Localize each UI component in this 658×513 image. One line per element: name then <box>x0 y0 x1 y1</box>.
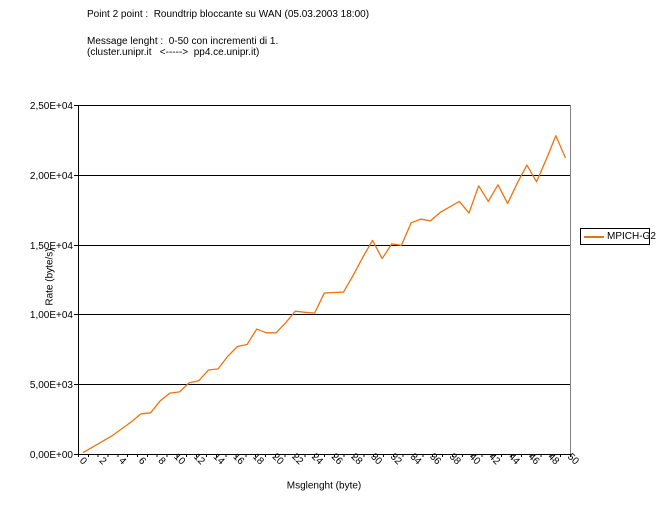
y-tick-label: 1,00E+04 <box>30 310 74 321</box>
y-axis-title: Rate (byte/s) <box>44 248 56 306</box>
y-tick-label: 1,50E+04 <box>30 241 74 252</box>
x-tick-label: 10 <box>171 451 187 467</box>
x-tick-label: 28 <box>349 451 365 467</box>
x-tick-label: 34 <box>408 451 424 467</box>
x-tick-label: 18 <box>250 451 266 467</box>
y-tick-label: 0,00E+00 <box>30 450 74 461</box>
y-tick-label: 2,00E+04 <box>30 171 74 182</box>
x-tick-label: 32 <box>388 451 404 467</box>
x-tick-label: 14 <box>211 451 227 467</box>
x-tick-label: 2 <box>97 455 109 467</box>
x-tick-label: 4 <box>116 455 128 467</box>
x-tick-label: 46 <box>526 451 542 467</box>
x-axis-title: Msglenght (byte) <box>286 480 362 492</box>
legend-series-line-icon <box>584 235 604 238</box>
x-tick-label: 6 <box>136 455 148 467</box>
x-tick-label: 26 <box>329 451 345 467</box>
x-tick-label: 22 <box>289 451 305 467</box>
y-tick-label: 2,50E+04 <box>30 101 74 112</box>
chart-subtitle-line2: (cluster.unipr.it <-----> pp4.ce.unipr.i… <box>87 47 260 58</box>
chart-title: Point 2 point : Roundtrip bloccante su W… <box>87 9 370 20</box>
x-tick-label: 42 <box>486 451 502 467</box>
x-tick-label: 24 <box>309 451 325 467</box>
y-tick-label: 5,00E+03 <box>30 380 74 391</box>
chart-subtitle-line1: Message lenght : 0-50 con incrementi di … <box>87 36 279 47</box>
x-tick-label: 38 <box>447 451 463 467</box>
x-tick-label: 40 <box>467 451 483 467</box>
x-tick-label: 0 <box>77 455 89 467</box>
x-tick-label: 8 <box>156 455 168 467</box>
x-tick-label: 20 <box>270 451 286 467</box>
x-tick-label: 44 <box>506 451 522 467</box>
series-line-mpich-g2 <box>82 135 567 454</box>
x-tick-label: 16 <box>230 451 246 467</box>
x-tick-label: 36 <box>427 451 443 467</box>
legend-series-label: MPICH-G2 <box>607 231 656 242</box>
x-tick-label: 50 <box>565 451 581 467</box>
x-tick-label: 12 <box>191 451 207 467</box>
x-tick-label: 30 <box>368 451 384 467</box>
legend-box: MPICH-G2 <box>580 228 656 245</box>
x-tick-label: 48 <box>545 451 561 467</box>
